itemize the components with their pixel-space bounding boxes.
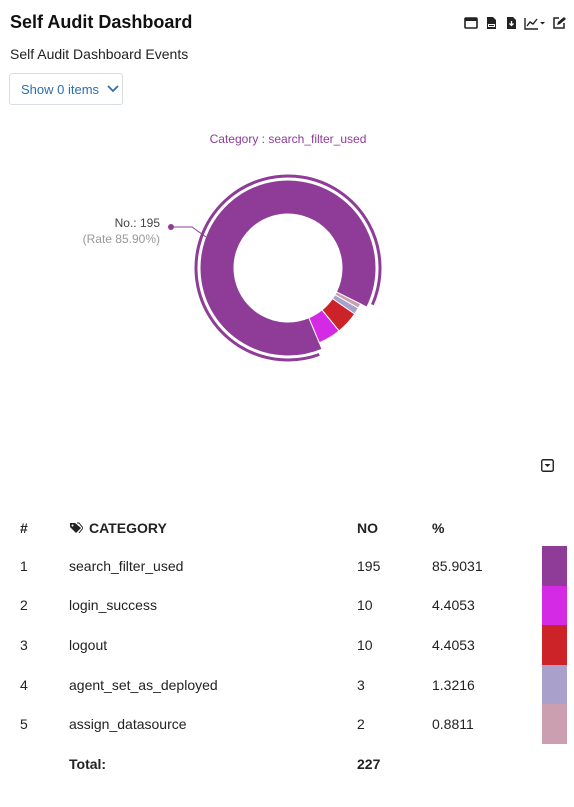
row-pct: 85.9031 [432,557,483,574]
donut-slices [194,174,382,362]
row-pct: 1.3216 [432,676,475,693]
row-no: 10 [357,597,373,614]
table-row: 2 login_success 10 4.4053 [10,585,567,626]
tooltip-leader-dot [168,224,174,230]
row-category: assign_datasource [69,716,187,733]
row-color-swatch [542,664,567,705]
row-no: 2 [357,716,365,733]
total-value: 227 [357,755,381,772]
row-color-swatch [542,625,567,665]
show-items-dropdown[interactable]: Show 0 items [9,73,123,105]
row-color-swatch [542,704,567,744]
row-pct: 4.4053 [432,636,475,653]
header-no[interactable]: NO [357,520,378,536]
row-rank: 2 [20,597,28,614]
show-items-label: Show 0 items [21,81,100,97]
row-color-swatch [542,546,567,586]
row-color-swatch [542,585,567,626]
tooltip-leader-line [171,226,207,238]
row-category: search_filter_used [69,557,184,574]
chart-toolbar [464,16,566,30]
table-row: 1 search_filter_used 195 85.9031 [10,546,567,586]
page-title: Self Audit Dashboard [10,12,193,32]
table-total-row: Total: 227 [10,744,567,784]
selected-slice-ring [194,174,382,362]
donut-slice-search_filter_used[interactable] [199,179,377,357]
table-row: 4 agent_set_as_deployed 3 1.3216 [10,664,567,705]
header-swatch [542,510,567,546]
download-icon[interactable] [504,16,518,30]
row-category: login_success [69,597,157,614]
row-no: 3 [357,676,365,693]
tags-icon [70,522,83,533]
row-category: logout [69,636,108,653]
row-pct: 0.8811 [432,716,474,733]
category-table: # CATEGORY NO % 1 search_filter_used 195… [10,510,567,784]
row-rank: 4 [20,676,28,693]
row-no: 195 [357,557,381,574]
chart-title: Category : search_filter_used [210,132,367,146]
pdf-icon[interactable] [484,16,498,30]
row-pct: 4.4053 [432,597,475,614]
header-category[interactable]: CATEGORY [69,510,357,546]
header-pct[interactable]: % [432,520,445,536]
donut-slice-assign_datasource[interactable] [334,291,362,309]
table-row: 3 logout 10 4.4053 [10,625,567,665]
tooltip-value: No.: 195 [115,216,161,230]
row-no: 10 [357,636,373,653]
table-row: 5 assign_datasource 2 0.8811 [10,704,567,744]
page-subtitle: Self Audit Dashboard Events [10,46,189,62]
donut-chart: Category : search_filter_used No.: 195 (… [83,132,382,362]
slice-tooltip: No.: 195 (Rate 85.90%) [83,216,207,246]
row-rank: 1 [20,557,28,574]
total-label: Total: [69,755,107,772]
row-rank: 5 [20,716,28,733]
chart-type-icon[interactable] [524,16,546,30]
edit-icon[interactable] [552,16,566,30]
window-icon[interactable] [464,16,478,30]
table-header-row: # CATEGORY NO % [10,510,567,546]
row-category: agent_set_as_deployed [69,676,218,693]
collapse-toggle-icon[interactable] [541,459,554,472]
tooltip-rate: (Rate 85.90%) [83,232,160,246]
row-rank: 3 [20,636,28,653]
chevron-down-icon [107,85,119,93]
header-rank[interactable]: # [20,520,28,536]
header-category-label: CATEGORY [89,519,167,536]
